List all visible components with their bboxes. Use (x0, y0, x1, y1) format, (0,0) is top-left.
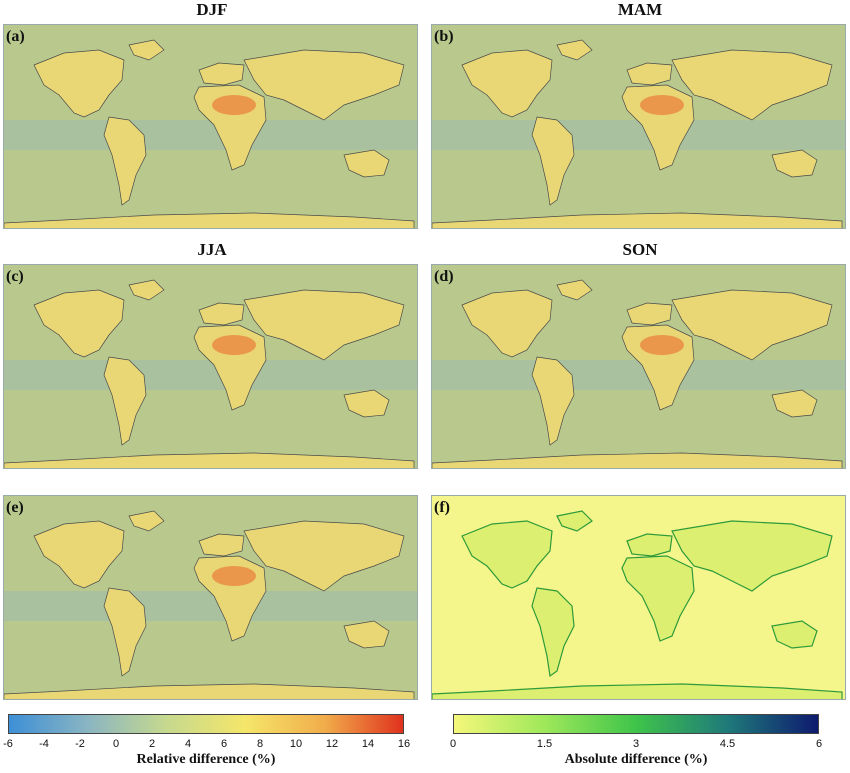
map-panel-d (431, 264, 846, 469)
map-panel-f (431, 495, 846, 700)
colorbar-tick: 14 (361, 738, 375, 750)
panel-title-a: DJF (196, 0, 228, 19)
colorbar-tick: 6 (815, 738, 823, 750)
colorbar-tick: 16 (397, 738, 411, 750)
map-panel-e (3, 495, 418, 700)
panel-label-d: (d) (434, 268, 454, 285)
relative-colorbar-label: Relative difference (%) (136, 752, 276, 767)
colorbar-tick: 4 (184, 738, 192, 750)
colorbar-tick: -4 (39, 738, 49, 750)
absolute-colorbar-label: Absolute difference (%) (564, 752, 708, 767)
panel-title-c: JJA (197, 240, 227, 259)
panel-title-d: SON (622, 240, 658, 259)
panel-label-b: (b) (434, 28, 454, 45)
panel-title-b: MAM (617, 0, 663, 19)
colorbar-tick: 10 (289, 738, 303, 750)
colorbar-tick: 8 (256, 738, 264, 750)
colorbar-tick: -2 (75, 738, 85, 750)
panel-label-a: (a) (6, 28, 25, 45)
colorbar-tick: 2 (148, 738, 156, 750)
panel-label-e: (e) (6, 499, 24, 516)
panel-label-c: (c) (6, 268, 24, 285)
colorbar-tick: 4.5 (719, 738, 736, 750)
absolute-colorbar (453, 714, 819, 734)
colorbar-tick: 0 (112, 738, 120, 750)
colorbar-tick: -6 (3, 738, 13, 750)
colorbar-tick: 6 (220, 738, 228, 750)
colorbar-tick: 12 (325, 738, 339, 750)
colorbar-tick: 3 (632, 738, 640, 750)
relative-colorbar (8, 714, 404, 734)
map-panel-b (431, 24, 846, 229)
colorbar-tick: 0 (449, 738, 457, 750)
map-panel-c (3, 264, 418, 469)
colorbar-tick: 1.5 (536, 738, 553, 750)
panel-label-f: (f) (434, 499, 450, 516)
map-panel-a (3, 24, 418, 229)
